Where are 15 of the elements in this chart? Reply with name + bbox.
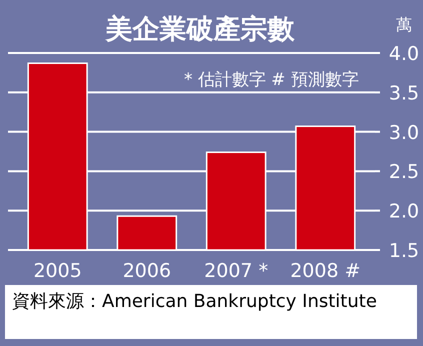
x-tick-label: 2008 #: [290, 260, 361, 282]
y-tick-label: 4.0: [388, 43, 420, 65]
y-tick-label: 3.0: [388, 122, 420, 144]
source-note: 資料來源：American Bankruptcy Institute: [12, 291, 377, 312]
x-tick-label: 2007 *: [204, 260, 268, 282]
y-tick-label: 3.5: [388, 82, 420, 104]
annotation: # 預測數字: [271, 70, 359, 90]
x-tick-label: 2005: [33, 260, 82, 282]
x-tick-label: 2006: [122, 260, 172, 282]
y-tick-label: 2.5: [388, 161, 420, 184]
y-tick-label: 2.0: [388, 200, 420, 223]
y-axis-title: 萬: [396, 15, 412, 34]
chart-title: 美企業破產宗數: [104, 14, 296, 45]
y-tick-label: 1.5: [388, 240, 420, 262]
annotation: * 估計數字: [184, 70, 266, 90]
